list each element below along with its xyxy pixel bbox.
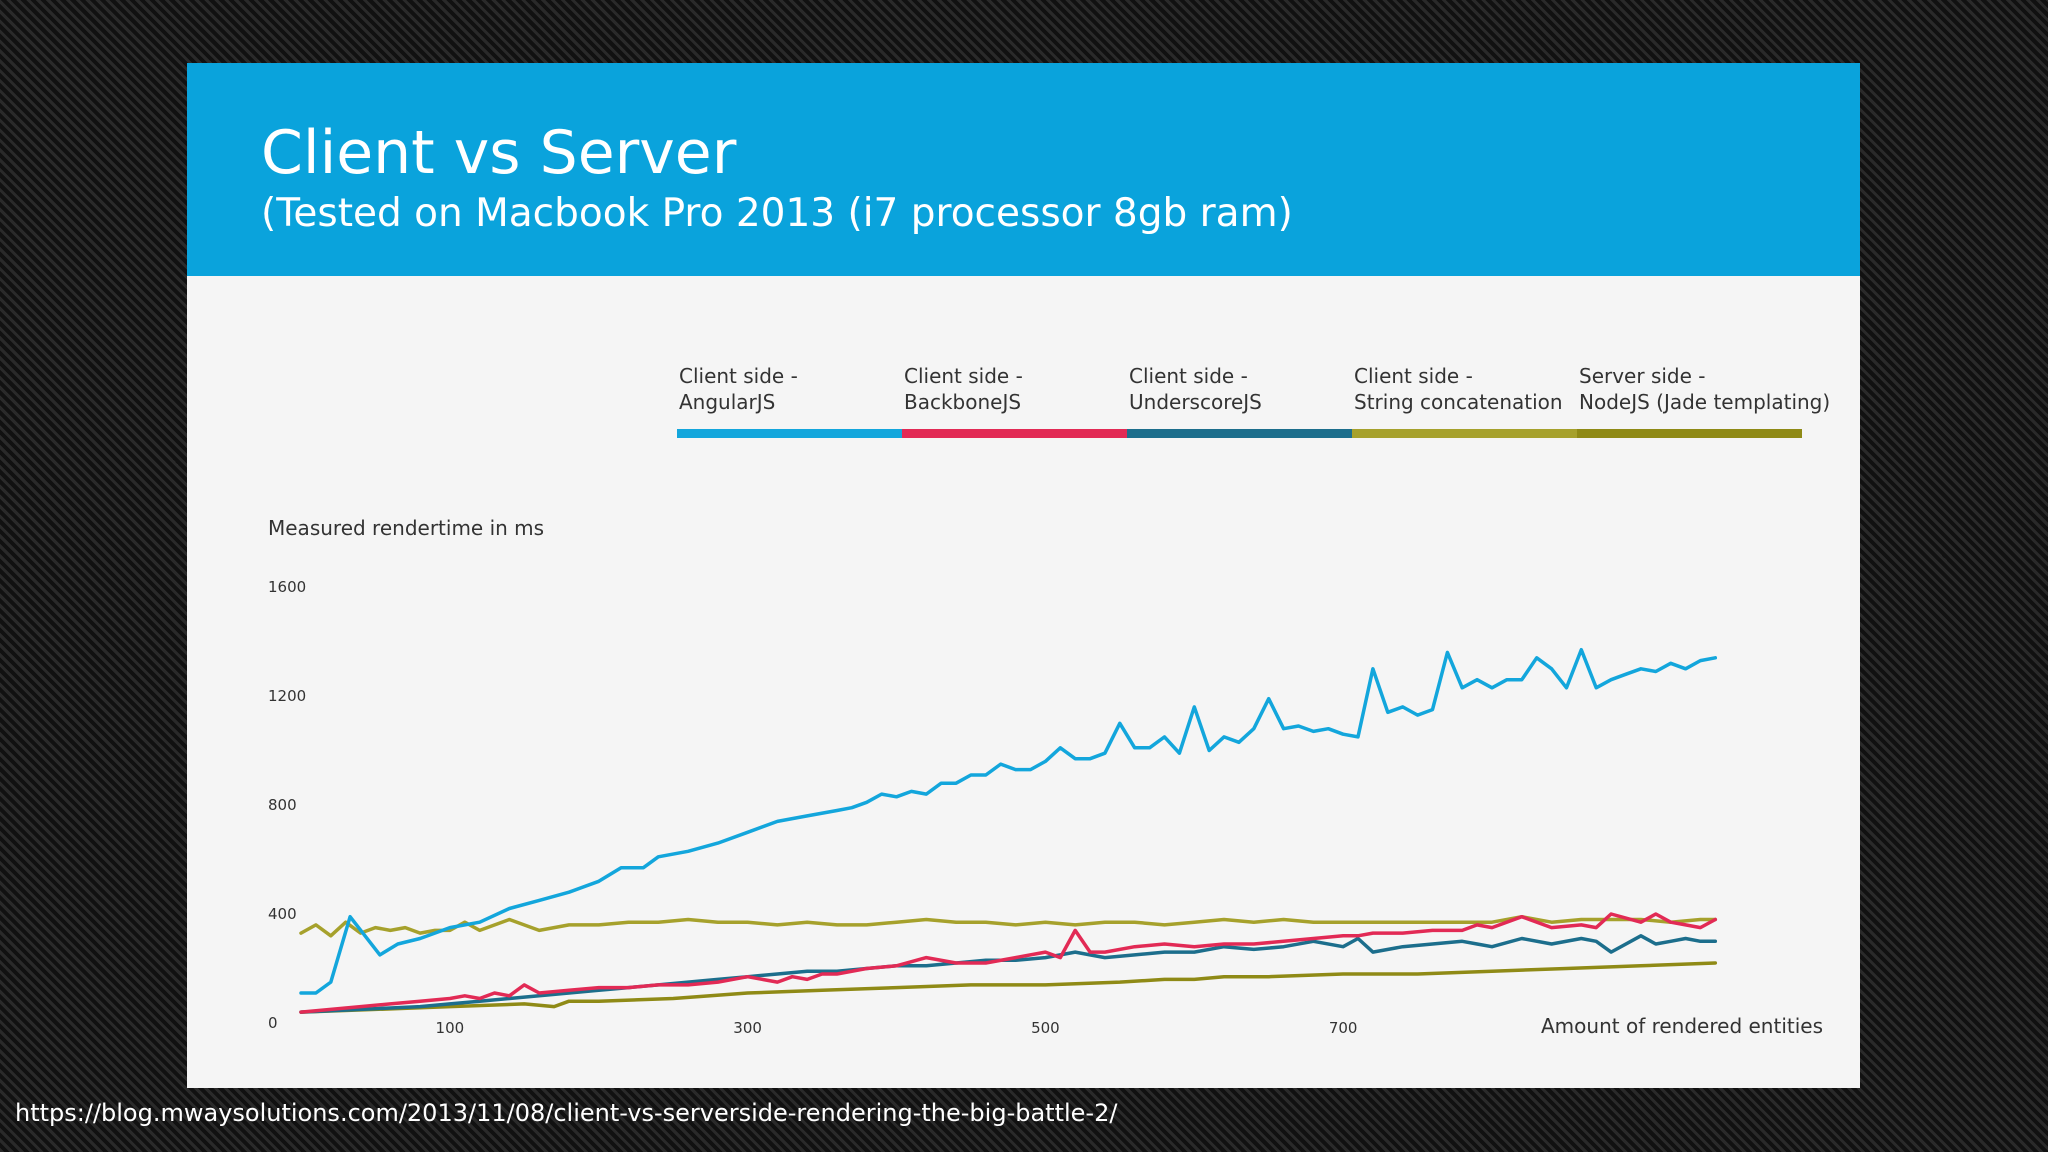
- legend-item: Server side -NodeJS (Jade templating): [1577, 364, 1830, 438]
- y-tick-label: 1600: [268, 578, 306, 596]
- legend-item: Client side -String concatenation: [1352, 364, 1577, 438]
- series-line-1: [299, 912, 1718, 1014]
- y-axis-title: Measured rendertime in ms: [268, 516, 544, 540]
- legend-swatch: [1577, 429, 1802, 438]
- series-line-2: [299, 934, 1718, 1014]
- legend-item: Client side -BackboneJS: [902, 364, 1127, 438]
- title-banner: Client vs Server (Tested on Macbook Pro …: [187, 63, 1860, 276]
- legend-swatch: [1127, 429, 1352, 438]
- legend-label: Client side -BackboneJS: [904, 364, 1023, 414]
- x-tick-label: 300: [733, 1019, 762, 1037]
- legend-item: Client side -AngularJS: [677, 364, 902, 438]
- y-tick-label: 1200: [268, 687, 306, 705]
- y-tick-label: 800: [268, 796, 297, 814]
- legend-swatch: [1352, 429, 1577, 438]
- legend-label: Client side -String concatenation: [1354, 364, 1563, 414]
- legend-swatch: [902, 429, 1127, 438]
- line-chart: Client side -AngularJS Client side -Backb…: [268, 364, 1830, 1038]
- slide-title: Client vs Server: [261, 118, 737, 188]
- x-tick-label: 700: [1329, 1019, 1358, 1037]
- chart-legend: Client side -AngularJS Client side -Backb…: [677, 364, 1830, 438]
- x-axis-title: Amount of rendered entities: [1541, 1014, 1823, 1038]
- slide: Client vs Server (Tested on Macbook Pro …: [187, 63, 1860, 1088]
- y-tick-label: 0: [268, 1014, 278, 1032]
- x-tick-label: 500: [1031, 1019, 1060, 1037]
- legend-label: Client side -AngularJS: [679, 364, 798, 414]
- series-line-0: [299, 647, 1718, 995]
- series-line-3: [299, 914, 1718, 938]
- x-tick-label: 100: [436, 1019, 465, 1037]
- slide-subtitle: (Tested on Macbook Pro 2013 (i7 processo…: [261, 191, 1293, 236]
- legend-item: Client side -UnderscoreJS: [1127, 364, 1352, 438]
- legend-swatch: [677, 429, 902, 438]
- axis-ticks: 0 400 800 1200 1600 100 300 500 700: [268, 578, 1357, 1037]
- legend-label: Server side -NodeJS (Jade templating): [1579, 364, 1830, 414]
- legend-label: Client side -UnderscoreJS: [1129, 364, 1262, 414]
- series-lines: [299, 647, 1718, 1014]
- y-tick-label: 400: [268, 905, 297, 923]
- series-line-4: [299, 961, 1718, 1014]
- source-url: https://blog.mwaysolutions.com/2013/11/0…: [15, 1099, 1118, 1127]
